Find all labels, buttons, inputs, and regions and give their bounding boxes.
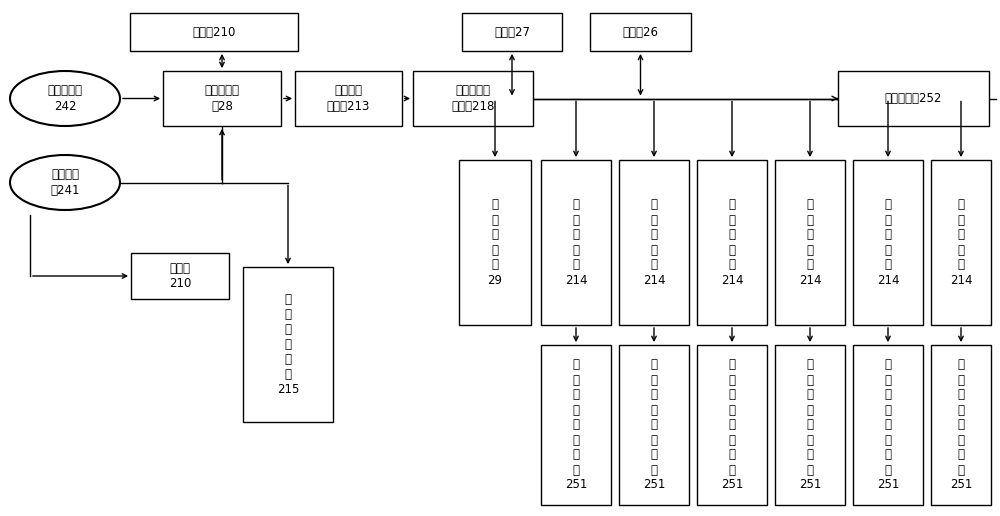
Bar [459,160,531,325]
Text: 三
相
电
源
输
出
插
座
251: 三 相 电 源 输 出 插 座 251 [877,359,899,492]
Bar [619,160,689,325]
Bar [838,71,989,126]
Bar [775,160,845,325]
Text: 三相输入
端241: 三相输入 端241 [50,169,80,197]
Bar [163,71,281,126]
Text: 避雷器210: 避雷器210 [192,25,236,39]
Text: 电流表27: 电流表27 [494,25,530,39]
Text: 第
一
断
路
器
214: 第 一 断 路 器 214 [799,199,821,286]
Text: 三
相
电
源
输
出
插
座
251: 三 相 电 源 输 出 插 座 251 [565,359,587,492]
Bar [697,160,767,325]
Bar [619,345,689,505]
Text: 三
相
电
源
输
出
插
座
251: 三 相 电 源 输 出 插 座 251 [950,359,972,492]
Text: 第
一
断
路
器
214: 第 一 断 路 器 214 [643,199,665,286]
Text: 避雷器
210: 避雷器 210 [169,262,191,290]
Ellipse shape [10,71,120,126]
Text: 单相输出端252: 单相输出端252 [885,92,942,105]
Bar [775,345,845,505]
Bar [130,13,298,51]
Bar [697,345,767,505]
Text: 电源切换开
关28: 电源切换开 关28 [205,85,240,112]
Bar [853,345,923,505]
Text: 三
相
电
源
输
出
插
座
251: 三 相 电 源 输 出 插 座 251 [721,359,743,492]
Text: 第
一
断
路
器
214: 第 一 断 路 器 214 [565,199,587,286]
Text: 第
一
断
路
器
214: 第 一 断 路 器 214 [721,199,743,286]
Bar [462,13,562,51]
Text: 单相输入端
242: 单相输入端 242 [48,85,82,112]
Text: 第
一
断
路
器
214: 第 一 断 路 器 214 [877,199,899,286]
Bar [295,71,402,126]
Text: 第
一
断
路
器
214: 第 一 断 路 器 214 [950,199,972,286]
Bar [541,160,611,325]
Bar [931,345,991,505]
Text: 漏电保护电
源开关218: 漏电保护电 源开关218 [451,85,495,112]
Bar [931,160,991,325]
Ellipse shape [10,155,120,210]
Text: 三
相
电
源
输
出
插
座
251: 三 相 电 源 输 出 插 座 251 [643,359,665,492]
Text: 电
源
指
示
灯
29: 电 源 指 示 灯 29 [488,199,503,286]
Text: 三
相
电
源
输
出
插
座
251: 三 相 电 源 输 出 插 座 251 [799,359,821,492]
Bar [853,160,923,325]
Text: 第一电源
总开关213: 第一电源 总开关213 [327,85,370,112]
Bar [590,13,691,51]
Bar [413,71,533,126]
Bar [243,267,333,422]
Bar [131,253,229,299]
Text: 相
序
保
护
模
块
215: 相 序 保 护 模 块 215 [277,293,299,396]
Text: 电压表26: 电压表26 [622,25,658,39]
Bar [541,345,611,505]
